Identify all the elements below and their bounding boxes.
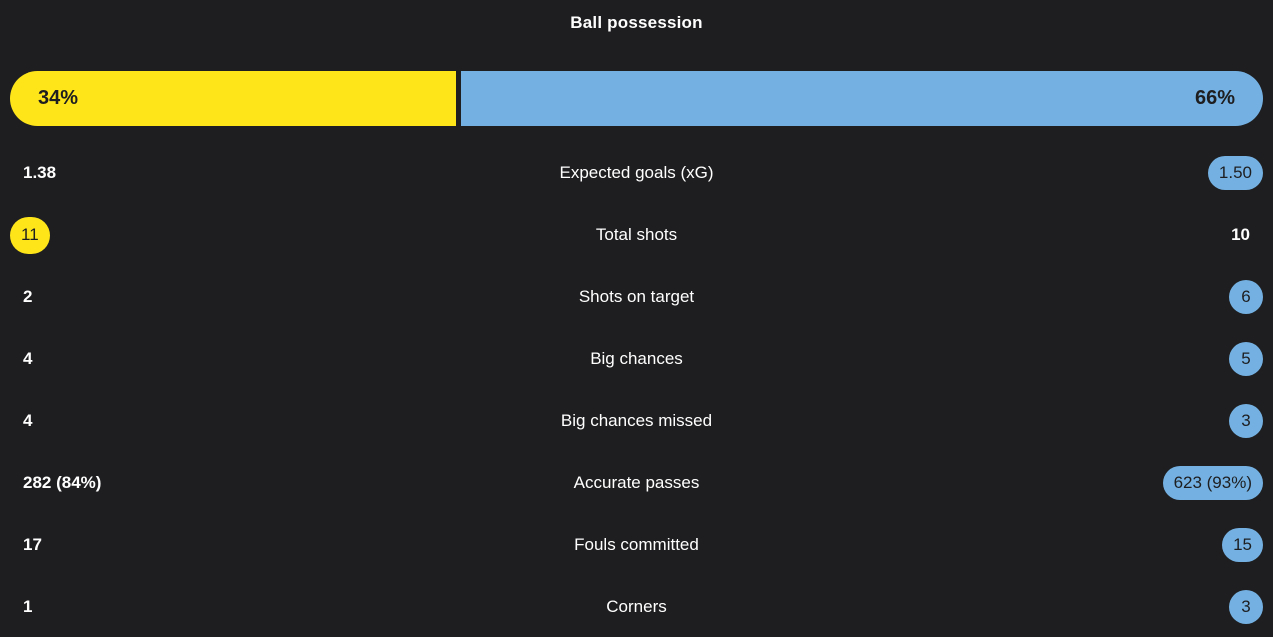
home-stat-value: 4 — [23, 349, 33, 368]
stat-label: Shots on target — [578, 287, 695, 306]
stat-label: Corners — [606, 597, 667, 616]
home-stat-value: 1 — [23, 597, 33, 616]
stat-label: Fouls committed — [574, 535, 699, 554]
away-stat-value: 1.50 — [1207, 156, 1263, 190]
away-stat-value: 3 — [1229, 404, 1263, 438]
home-stat-value: 282 (84%) — [23, 473, 102, 492]
home-stat-value: 1.38 — [23, 163, 57, 182]
stat-label: Total shots — [595, 225, 678, 244]
section-title: Ball possession — [570, 13, 703, 32]
stats-list: 1.38 Expected goals (xG) 1.50 11 Total s… — [0, 142, 1273, 637]
possession-bar-away: 66% — [461, 71, 1263, 126]
away-stat-value: 5 — [1229, 342, 1263, 376]
home-stat-value: 11 — [10, 216, 50, 254]
stat-label: Accurate passes — [573, 473, 700, 492]
stat-row-big-chances-missed: 4 Big chances missed 3 — [10, 390, 1263, 452]
stat-row-corners: 1 Corners 3 — [10, 576, 1263, 637]
possession-bar: 34% 66% — [10, 71, 1263, 126]
away-stat-value: 6 — [1229, 280, 1263, 314]
stat-label: Big chances missed — [560, 411, 713, 430]
home-stat-value: 2 — [23, 287, 33, 306]
possession-away-percentage: 66% — [1194, 87, 1235, 109]
possession-home-percentage: 34% — [38, 87, 79, 109]
away-stat-value: 10 — [1231, 225, 1250, 244]
home-stat-value: 4 — [23, 411, 33, 430]
possession-bar-home: 34% — [10, 71, 457, 126]
away-stat-value: 15 — [1222, 528, 1263, 562]
stat-label: Expected goals (xG) — [559, 163, 714, 182]
stat-label: Big chances — [590, 349, 683, 368]
away-stat-value: 3 — [1229, 590, 1263, 624]
stat-row-fouls-committed: 17 Fouls committed 15 — [10, 514, 1263, 576]
section-header: Ball possession — [0, 0, 1273, 44]
stat-row-shots-on-target: 2 Shots on target 6 — [10, 266, 1263, 328]
stat-row-expected-goals: 1.38 Expected goals (xG) 1.50 — [10, 142, 1263, 204]
home-stat-value: 17 — [23, 535, 42, 554]
stat-row-accurate-passes: 282 (84%) Accurate passes 623 (93%) — [10, 452, 1263, 514]
stat-row-big-chances: 4 Big chances 5 — [10, 328, 1263, 390]
stat-row-total-shots: 11 Total shots 10 — [10, 204, 1263, 266]
away-stat-value: 623 (93%) — [1162, 466, 1263, 500]
